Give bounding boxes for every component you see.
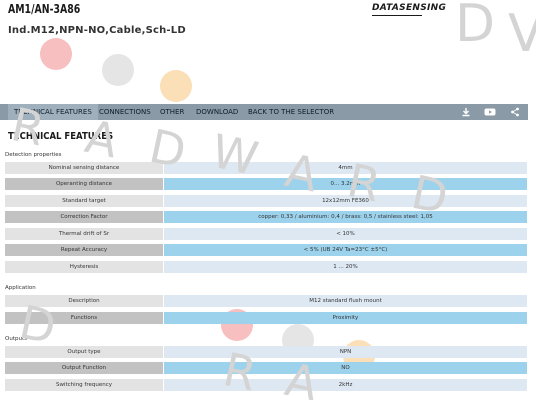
watermark-circle-grey [102, 54, 134, 86]
row-label: Standard target [5, 195, 163, 207]
watermark-letter: W [206, 123, 265, 187]
group-label-detection: Detection properties [5, 152, 62, 158]
tab-download[interactable]: DOWNLOAD [196, 108, 239, 116]
row-label: Operanting distance [5, 178, 163, 190]
row-value: copper: 0,33 / aluminium: 0,4 / brass: 0… [164, 211, 527, 223]
tab-back-to-selector[interactable]: BACK TO THE SELECTOR [248, 108, 335, 116]
row-value: 2kHz [164, 379, 527, 391]
table-row: Description M12 standard flush mount [5, 295, 527, 307]
product-subtitle: Ind.M12,NPN-NO,Cable,Sch-LD [8, 25, 186, 36]
row-label: Hysteresis [5, 261, 163, 273]
row-value: 12x12mm FE360 [164, 195, 527, 207]
section-title: TECHNICAL FEATURES [8, 131, 114, 142]
row-value: < 5% (UB 24V Ta=23°C ±5°C) [164, 244, 527, 256]
watermark-letter: A [280, 352, 325, 400]
watermark-letter: D [455, 0, 496, 54]
brand-logo[interactable]: DATASENSING [372, 3, 447, 13]
table-row: Nominal sensing distance 4mm [5, 162, 527, 174]
row-label: Nominal sensing distance [5, 162, 163, 174]
row-value: NPN [164, 346, 527, 358]
table-row: Standard target 12x12mm FE360 [5, 195, 527, 207]
table-row: Switching frequency 2kHz [5, 379, 527, 391]
group-label-application: Application [5, 285, 36, 291]
table-row: Functions Proximity [5, 312, 527, 324]
youtube-icon[interactable] [484, 107, 496, 117]
table-row: Hysteresis 1 ... 20% [5, 261, 527, 273]
row-value: Proximity [164, 312, 527, 324]
row-label: Switching frequency [5, 379, 163, 391]
row-value: 0... 3.2mm [164, 178, 527, 190]
group-label-outputs: Outputs [5, 336, 27, 342]
row-label: Output type [5, 346, 163, 358]
table-row: Correction Factor copper: 0,33 / alumini… [5, 211, 527, 223]
row-label: Thermal drift of Sr [5, 228, 163, 240]
row-label: Output Function [5, 362, 163, 374]
row-value: 1 ... 20% [164, 261, 527, 273]
section-nav-bar: TECHNICAL FEATURES CONNECTIONS OTHER DOW… [0, 104, 528, 120]
watermark-circle-orange [160, 70, 192, 102]
table-row: Thermal drift of Sr < 10% [5, 228, 527, 240]
watermark-circle-red [40, 38, 72, 70]
table-row: Output Function NO [5, 362, 527, 374]
product-model: AM1/AN-3A86 [8, 2, 81, 16]
row-label: Description [5, 295, 163, 307]
row-label: Functions [5, 312, 163, 324]
tab-connections[interactable]: CONNECTIONS [99, 108, 151, 116]
row-label: Repeat Accuracy [5, 244, 163, 256]
tab-other[interactable]: OTHER [160, 108, 185, 116]
row-value: 4mm [164, 162, 527, 174]
watermark-letter: V [508, 4, 536, 64]
tab-technical-features[interactable]: TECHNICAL FEATURES [8, 104, 98, 120]
row-value: < 10% [164, 228, 527, 240]
download-icon[interactable] [461, 107, 471, 117]
brand-logo-underline [372, 15, 422, 16]
row-value: NO [164, 362, 527, 374]
table-row: Repeat Accuracy < 5% (UB 24V Ta=23°C ±5°… [5, 244, 527, 256]
table-row: Output type NPN [5, 346, 527, 358]
table-row: Operanting distance 0... 3.2mm [5, 178, 527, 190]
share-icon[interactable] [510, 107, 520, 117]
row-label: Correction Factor [5, 211, 163, 223]
row-value: M12 standard flush mount [164, 295, 527, 307]
